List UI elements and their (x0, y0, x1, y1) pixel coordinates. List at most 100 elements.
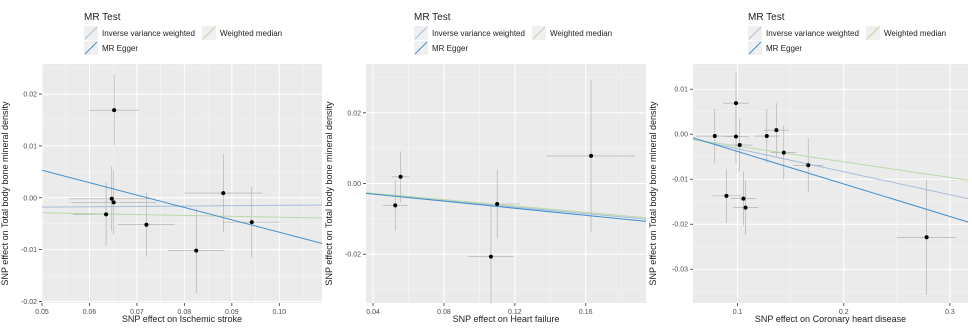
legend: MR Test Inverse variance weighted Weighted… (748, 12, 946, 55)
chart-panel-ischemic-stroke: MR Test Inverse variance weighted Weighted… (0, 0, 324, 327)
chart-panel-heart-failure: MR Test Inverse variance weighted Weighted… (324, 0, 648, 327)
legend-entry: Inverse variance weighted (84, 26, 195, 40)
y-tick-label: 0.01 (674, 87, 688, 94)
scatter-chart-heart-failure: MR Test Inverse variance weighted Weighted… (324, 12, 646, 324)
y-tick-label: 0.02 (23, 92, 37, 99)
data-point (734, 134, 739, 139)
data-point (712, 134, 717, 139)
x-tick-label: 0.06 (83, 309, 97, 316)
legend-entry: Inverse variance weighted (748, 26, 859, 40)
plot-background (693, 64, 968, 303)
x-tick-label: 0.08 (437, 309, 451, 316)
x-tick-label: 0.10 (272, 309, 286, 316)
legend-key-line (748, 41, 762, 55)
legend-key-line (202, 26, 216, 40)
x-axis-label: SNP effect on Coronary heart disease (755, 314, 906, 324)
data-point (589, 153, 594, 158)
regression-line (366, 192, 646, 219)
data-point (249, 220, 254, 225)
scatter-chart-coronary-heart-disease: MR Test Inverse variance weighted Weighted… (648, 12, 968, 324)
data-point (774, 128, 779, 133)
data-point (104, 212, 109, 217)
data-point (924, 235, 929, 240)
legend-entry: Weighted median (532, 26, 612, 40)
legend-entry: MR Egger (414, 41, 468, 55)
legend-key-line (532, 26, 546, 40)
legend-entry: Weighted median (202, 26, 282, 40)
legend-title: MR Test (84, 12, 121, 23)
y-tick-label: -0.01 (21, 247, 37, 254)
data-point (398, 174, 403, 179)
y-tick-label: -0.01 (672, 177, 688, 184)
data-point (109, 196, 114, 201)
x-axis-label: SNP effect on Heart failure (453, 314, 560, 324)
legend-key-line (866, 26, 880, 40)
x-tick-label: 0.2 (839, 309, 849, 316)
legend-entry: Inverse variance weighted (414, 26, 525, 40)
x-tick-label: 0.16 (579, 309, 593, 316)
data-point (393, 203, 398, 208)
legend: MR Test Inverse variance weighted Weighted… (414, 12, 612, 55)
data-point (764, 134, 769, 139)
legend-key-line (84, 41, 98, 55)
data-point (743, 205, 748, 210)
legend-key-line (414, 41, 428, 55)
data-point (734, 101, 739, 106)
legend-label: Weighted median (550, 29, 612, 38)
legend-entry: Weighted median (866, 26, 946, 40)
regression-line (693, 137, 968, 223)
points (104, 108, 254, 253)
y-tick-label: -0.02 (21, 299, 37, 306)
legend-title: MR Test (748, 12, 785, 23)
x-tick-label: 0.07 (130, 309, 144, 316)
data-point (111, 200, 116, 205)
regression-line (42, 204, 322, 208)
y-tick-label: 0.00 (23, 195, 37, 202)
data-point (806, 163, 811, 168)
gridlines (41, 64, 322, 303)
y-tick-label: 0.00 (674, 132, 688, 139)
regression-line (366, 192, 646, 222)
legend-label: Weighted median (884, 29, 946, 38)
x-tick-label: 0.05 (35, 309, 49, 316)
data-point (221, 191, 226, 196)
data-point (737, 143, 742, 148)
regression-line (693, 138, 968, 200)
x-tick-label: 0.04 (366, 309, 380, 316)
x-tick-label: 0.3 (945, 309, 955, 316)
legend-label: Weighted median (220, 29, 282, 38)
legend-label: Inverse variance weighted (432, 29, 525, 38)
axes: 0.1 0.2 0.3 -0.03 -0.02 -0.01 0.00 0.01 SNP effe… (648, 87, 955, 324)
axes: 0.05 0.06 0.07 0.08 0.09 0.10 -0.02 -0.01 0.00 0.… (0, 92, 286, 324)
points (712, 101, 929, 240)
points (393, 153, 594, 259)
data-point (495, 202, 500, 207)
scatter-chart-ischemic-stroke: MR Test Inverse variance weighted Weighted… (0, 12, 322, 324)
y-tick-label: -0.02 (345, 252, 361, 259)
legend-key-line (748, 26, 762, 40)
legend-label: MR Egger (102, 44, 138, 53)
y-axis-label: SNP effect on Total body bone mineral de… (648, 101, 658, 286)
y-axis-label: SNP effect on Total body bone mineral de… (0, 101, 10, 286)
data-point (144, 222, 149, 227)
x-tick-label: 0.1 (733, 309, 743, 316)
x-tick-label: 0.09 (225, 309, 239, 316)
data-point (724, 193, 729, 198)
legend: MR Test Inverse variance weighted Weighted… (84, 12, 282, 55)
legend-label: MR Egger (766, 44, 802, 53)
data-point (741, 196, 746, 201)
legend-key-line (414, 26, 428, 40)
y-tick-label: -0.03 (672, 267, 688, 274)
y-axis-label: SNP effect on Total body bone mineral de… (324, 101, 334, 286)
legend-label: Inverse variance weighted (102, 29, 195, 38)
data-point (488, 254, 493, 259)
x-tick-label: 0.08 (178, 309, 192, 316)
legend-label: Inverse variance weighted (766, 29, 859, 38)
y-tick-label: 0.01 (23, 143, 37, 150)
x-axis-label: SNP effect on Ischemic stroke (122, 314, 242, 324)
data-point (781, 150, 786, 155)
legend-entry: MR Egger (748, 41, 802, 55)
y-tick-label: 0.02 (347, 110, 361, 117)
regression-lines (42, 169, 322, 244)
legend-label: MR Egger (432, 44, 468, 53)
